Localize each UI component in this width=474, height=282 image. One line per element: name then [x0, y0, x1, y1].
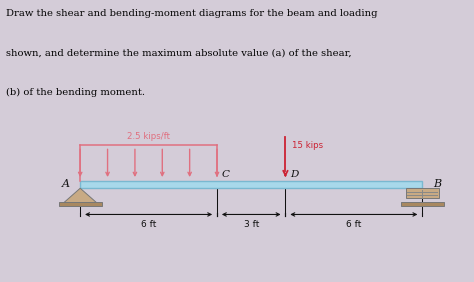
Text: 3 ft: 3 ft	[244, 219, 259, 228]
Bar	[406, 188, 438, 197]
Text: A: A	[62, 179, 69, 190]
Bar	[80, 181, 422, 188]
Text: Draw the shear and bending-moment diagrams for the beam and loading: Draw the shear and bending-moment diagra…	[6, 8, 377, 17]
Text: 6 ft: 6 ft	[141, 219, 156, 228]
Text: 6 ft: 6 ft	[346, 219, 362, 228]
Text: shown, and determine the maximum absolute value (a) of the shear,: shown, and determine the maximum absolut…	[6, 48, 351, 57]
Bar	[401, 202, 444, 206]
Text: C: C	[222, 170, 230, 179]
Text: 2.5 kips/ft: 2.5 kips/ft	[127, 132, 170, 141]
Bar	[59, 202, 101, 206]
Text: B: B	[433, 179, 441, 190]
Polygon shape	[64, 188, 97, 202]
Text: D: D	[290, 170, 299, 179]
Text: 15 kips: 15 kips	[292, 142, 324, 150]
Text: (b) of the bending moment.: (b) of the bending moment.	[6, 88, 145, 97]
